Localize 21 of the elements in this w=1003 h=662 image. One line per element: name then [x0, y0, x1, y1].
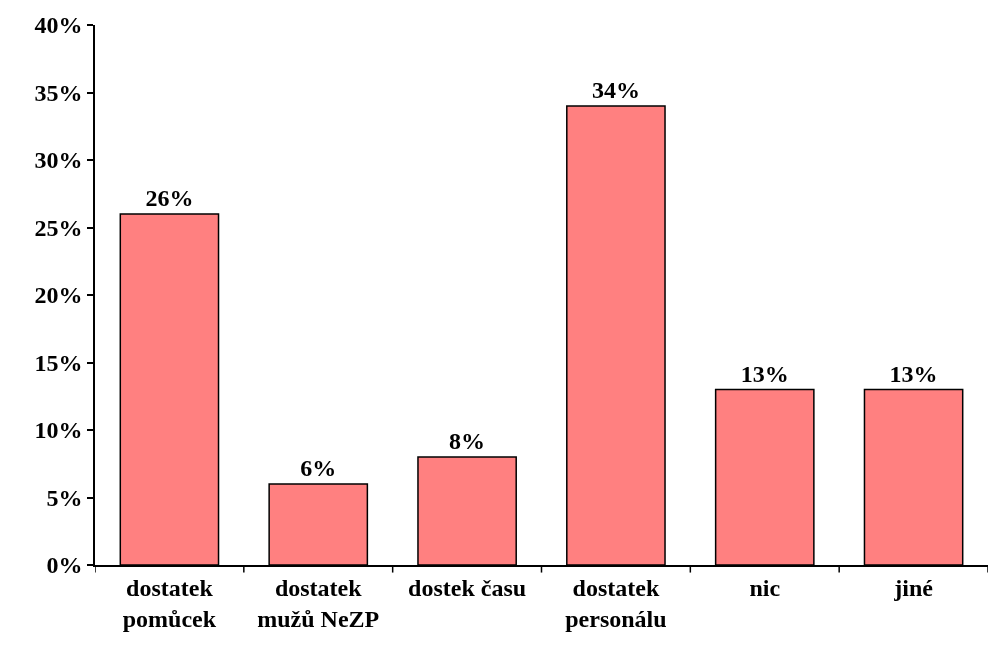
- y-tick-label: 25%: [34, 214, 83, 241]
- y-tick-label: 5%: [46, 484, 83, 511]
- data-label: 26%: [145, 185, 194, 211]
- y-tick-label: 20%: [34, 282, 83, 309]
- y-tick-label: 15%: [34, 349, 83, 376]
- x-tick-label: nic: [749, 574, 781, 601]
- data-label: 34%: [591, 77, 640, 103]
- y-tick-label: 30%: [34, 147, 83, 174]
- x-tick-label: dostatek personálu: [565, 574, 667, 632]
- data-label: 13%: [889, 360, 938, 387]
- y-tick-label: 40%: [34, 12, 83, 39]
- y-tick-label: 10%: [34, 417, 83, 444]
- x-tick-label: dostatek pomůcek: [122, 574, 217, 632]
- data-label: 8%: [449, 428, 486, 454]
- x-tick-label: dostatek mužů NeZP: [257, 574, 380, 632]
- y-tick-label: 35%: [34, 79, 83, 106]
- y-tick-label: 0%: [46, 552, 83, 579]
- x-tick-label: jiné: [893, 574, 934, 601]
- x-tick-label: dostek času: [408, 574, 527, 601]
- data-label: 6%: [300, 455, 337, 481]
- data-label: 13%: [740, 360, 789, 387]
